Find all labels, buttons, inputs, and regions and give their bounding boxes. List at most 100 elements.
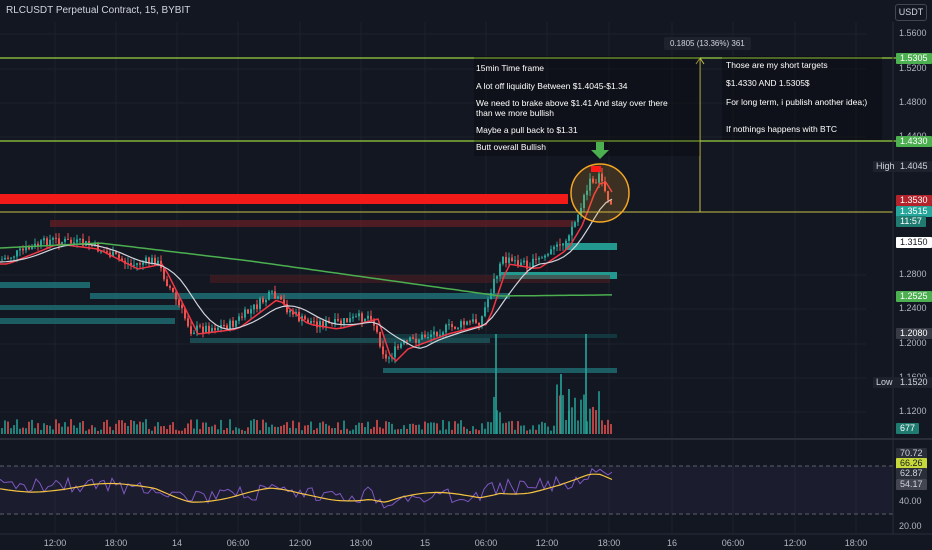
volume-bar [589,408,591,434]
time-tick: 16 [666,538,678,548]
candle-body [310,321,312,324]
candle-body [166,279,168,286]
candle-body [208,325,210,333]
time-tick: 18:00 [349,538,373,548]
volume-bar [121,420,123,434]
volume-bar [541,421,543,434]
annotation-box-right [722,56,882,140]
volume-bar [457,423,459,434]
volume-bar [67,426,69,434]
price-tick: 1.2800 [899,269,927,279]
candle-body [316,321,318,328]
volume-bar [25,428,27,434]
candle-body [523,260,525,263]
volume-bar [553,425,555,434]
liquidity-zone [190,338,490,343]
volume-bar [478,430,480,434]
candle-body [262,298,264,303]
volume-bar [495,334,497,434]
candle-body [367,315,369,319]
volume-bar [388,421,390,434]
liquidity-zone [565,243,617,250]
time-tick: 12:00 [43,538,67,548]
candle-body [112,251,114,257]
volume-bar [106,419,108,434]
candle-body [25,246,27,251]
volume-bar [580,399,582,434]
volume-bar [547,426,549,434]
candle-body [250,309,252,314]
candle-body [580,207,582,215]
grid [0,22,866,534]
volume-bar [31,419,33,434]
candle-body [433,331,435,335]
volume-bar [229,419,231,434]
rsi-ma-line [0,473,613,503]
volume-bar [585,334,587,434]
volume-bar [532,425,534,434]
volume-bar [604,424,606,434]
volume-bar [391,423,393,434]
candle-body [289,310,291,313]
volume-bar [484,428,486,434]
candle-body [319,321,321,328]
volume-bar [160,426,162,434]
volume-bar [421,429,423,434]
volume-bar [178,430,180,434]
rsi-value-3: 62.87 [896,468,927,479]
candle-body [577,214,579,223]
rsi-tick-40: 40.00 [899,496,922,506]
ma-fast-line [0,181,613,363]
price-tick: 1.4800 [899,97,927,107]
candle-body [484,307,486,317]
time-tick: 18:00 [104,538,128,548]
volume-bar [337,422,339,434]
volume-bar [538,424,540,434]
volume-bar [238,428,240,434]
candle-body [460,321,462,328]
candle-body [607,191,609,201]
candle-body [175,292,177,300]
volume-bar [562,395,564,434]
price-tick: 1.1200 [899,406,927,416]
candle-body [286,303,288,313]
candle-body [376,325,378,332]
volume-bar [292,420,294,434]
volume-bar [103,421,105,434]
volume-bar [454,421,456,434]
volume-bar [1,428,3,434]
rsi-tick-20: 20.00 [899,521,922,531]
candle-body [4,257,6,260]
volume-bar [328,425,330,434]
volume-label: 677 [896,423,920,434]
candle-body [334,319,336,324]
candle-body [199,325,201,327]
volume-bar [10,428,12,434]
volume-bar [415,424,417,434]
volume-bar [154,426,156,434]
candle-body [511,257,513,262]
volume-bar [505,422,507,434]
volume-bar [370,428,372,434]
candle-body [13,256,15,258]
volume-bar [61,426,63,434]
annotation-line: We need to brake above $1.41 And stay ov… [476,98,668,108]
candle-body [280,296,282,300]
candle-body [136,263,138,265]
candle-body [172,287,174,293]
candle-body [205,325,207,333]
volume-bar [493,396,495,434]
candle-body [601,173,603,182]
candle-body [229,320,231,330]
volume-bar [169,424,171,434]
candle-body [556,244,558,247]
candle-body [592,178,594,183]
volume-bar [310,421,312,434]
currency-button[interactable]: USDT [895,4,927,21]
volume-bar [406,428,408,434]
candle-body [145,257,147,263]
volume-bar [466,428,468,434]
candle-body [292,310,294,315]
candle-body [502,256,504,264]
